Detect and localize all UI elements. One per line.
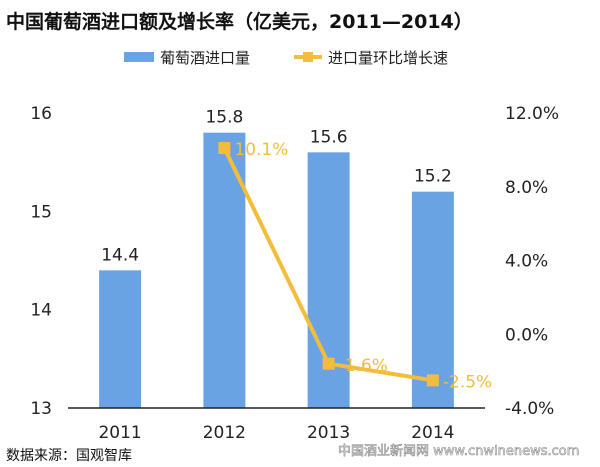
y-left-tick-label: 16 — [30, 104, 52, 124]
y-right-tick-label: 4.0% — [505, 252, 548, 272]
y-right-tick-label: -4.0% — [505, 399, 554, 419]
line-value-label: -2.5% — [443, 372, 492, 392]
chart-title: 中国葡萄酒进口额及增长率（亿美元，2011—2014） — [6, 10, 473, 33]
bar-value-label: 15.2 — [414, 167, 452, 187]
bar-2014 — [411, 191, 454, 408]
bar-value-label: 15.6 — [310, 127, 348, 147]
legend-marker-line — [303, 52, 313, 62]
x-tick-label: 2013 — [307, 423, 350, 443]
legend-label-bar: 葡萄酒进口量 — [160, 49, 250, 67]
plot-area: 13 14 15 16 -4.0% 0.0% 4.0% 8.0% 12.0% 14.4 2011 15… — [30, 104, 559, 443]
bar-value-label: 15.8 — [205, 108, 243, 128]
y-right-tick-label: 8.0% — [505, 178, 548, 198]
watermark: 中国酒业新闻网 www.cnwinenews.com — [338, 443, 579, 459]
line-value-label: -1.6% — [339, 356, 388, 376]
source-note: 数据来源：国观智库 — [6, 448, 132, 464]
y-left-tick-label: 14 — [30, 301, 52, 321]
y-left-tick-label: 15 — [30, 202, 52, 222]
bar-value-label: 14.4 — [101, 245, 139, 265]
y-right-tick-label: 0.0% — [505, 325, 548, 345]
x-tick-label: 2011 — [98, 423, 141, 443]
line-point-2012 — [218, 142, 231, 155]
line-point-2013 — [322, 357, 335, 370]
y-right-tick-label: 12.0% — [505, 104, 559, 124]
legend-label-line: 进口量环比增长速 — [328, 49, 448, 67]
x-tick-label: 2014 — [411, 423, 454, 443]
y-left-tick-label: 13 — [30, 399, 52, 419]
bar-2011 — [99, 270, 142, 408]
legend: 葡萄酒进口量 进口量环比增长速 — [124, 49, 448, 67]
x-tick-label: 2012 — [203, 423, 246, 443]
line-point-2014 — [426, 374, 439, 387]
legend-swatch-bar — [124, 52, 154, 62]
line-value-label: 10.1% — [234, 140, 288, 160]
